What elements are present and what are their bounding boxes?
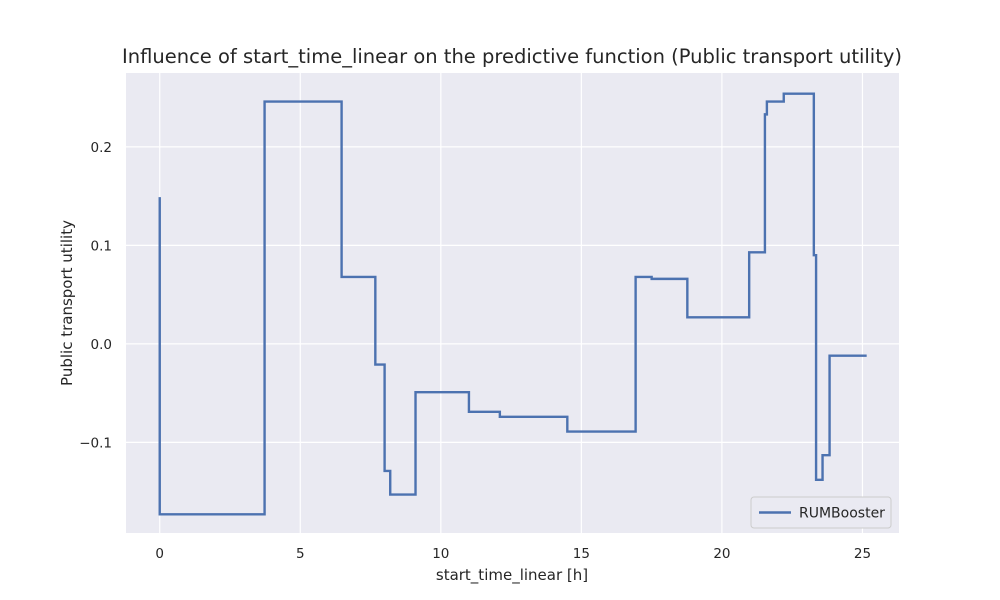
x-tick-label: 0 [155, 546, 164, 562]
y-axis-label: Public transport utility [58, 220, 76, 386]
series-rumbooster [158, 92, 867, 516]
y-tick-label: −0.1 [79, 435, 112, 451]
x-tick-labels: 0 5 10 15 20 25 [155, 546, 871, 562]
legend-label: RUMBooster [799, 506, 885, 522]
x-tick-label: 15 [573, 546, 590, 562]
series-layer [158, 92, 867, 516]
x-tick-label: 20 [713, 546, 730, 562]
plot-area [126, 73, 899, 533]
x-tick-label: 10 [432, 546, 449, 562]
chart-title: Influence of start_time_linear on the pr… [122, 45, 902, 68]
y-tick-label: 0.2 [91, 140, 112, 156]
series-line [158, 92, 867, 516]
x-axis-label: start_time_linear [h] [436, 566, 588, 585]
x-tick-label: 5 [296, 546, 305, 562]
y-tick-label: 0.1 [91, 238, 112, 254]
x-tick-label: 25 [854, 546, 871, 562]
y-tick-labels: −0.1 0.0 0.1 0.2 [79, 140, 112, 452]
y-gridlines [126, 146, 899, 443]
legend: RUMBooster [750, 496, 892, 529]
legend-box [750, 496, 892, 529]
y-tick-label: 0.0 [91, 337, 112, 353]
